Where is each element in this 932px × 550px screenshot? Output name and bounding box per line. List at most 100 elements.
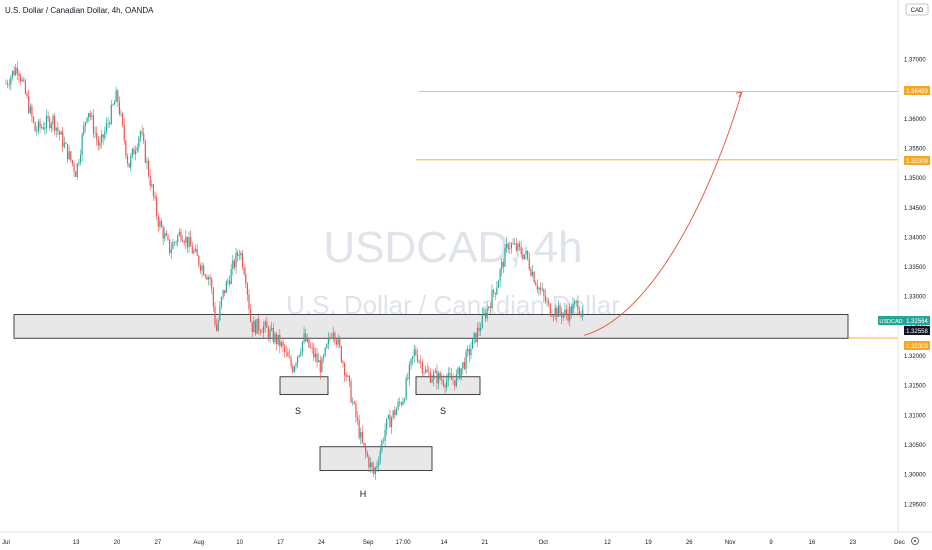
zone-box <box>13 314 849 339</box>
candle-body <box>373 467 375 475</box>
candle-body <box>262 326 265 333</box>
candle-body <box>70 151 72 161</box>
candle-body <box>199 265 201 271</box>
candle-body <box>219 306 221 321</box>
candle-body <box>379 450 381 462</box>
candle-body <box>209 277 211 280</box>
candle-body <box>489 306 491 309</box>
candle-body <box>446 380 448 388</box>
watermark-symbol: USDCAD, 4h <box>323 223 582 272</box>
candle-body <box>389 415 391 428</box>
candle-body <box>149 175 151 186</box>
candle-body <box>39 121 41 128</box>
candle-body <box>220 296 223 307</box>
candle-body <box>49 118 51 129</box>
price-tick-label: 1.30500 <box>904 443 926 449</box>
candle-body <box>290 358 292 367</box>
last-price-badge-text: 1.32564 <box>906 319 928 325</box>
candle-body <box>408 364 410 380</box>
candle-body <box>403 399 406 402</box>
candle-body <box>230 268 232 284</box>
candle-body <box>514 243 516 245</box>
candle-body <box>267 327 270 338</box>
candle-body <box>224 290 226 293</box>
candle-body <box>360 431 362 438</box>
time-tick-label: Nov <box>725 540 736 546</box>
zone-box <box>319 446 433 471</box>
currency-button[interactable]: CAD <box>905 3 929 16</box>
candle-body <box>10 77 12 85</box>
candle-body <box>390 417 393 428</box>
candle-body <box>352 401 354 403</box>
candle-body <box>527 250 529 259</box>
candle-body <box>439 372 441 380</box>
candle-body <box>455 374 457 387</box>
candle-body <box>125 140 127 156</box>
candle-body <box>62 131 64 147</box>
price-tick-label: 1.31500 <box>904 384 926 390</box>
candle-body <box>191 246 193 254</box>
candle-body <box>309 347 312 348</box>
candle-body <box>173 242 176 243</box>
candle-body <box>467 348 469 352</box>
price-tick-label: 1.33500 <box>904 265 926 271</box>
candle-body <box>60 131 62 135</box>
candle-body <box>31 106 33 117</box>
price-badges: 1.36459 1.35309 USDCAD 1.32564 1.32558 1… <box>878 86 930 350</box>
level-1-badge: 1.36459 <box>904 86 930 95</box>
candle-body <box>91 115 93 117</box>
candle-body <box>416 354 419 362</box>
candle-body <box>476 328 479 343</box>
candle-body <box>143 133 145 141</box>
time-tick-label: 24 <box>318 540 325 546</box>
candle-body <box>447 373 449 381</box>
settings-icon[interactable] <box>911 537 919 545</box>
candle-body <box>42 127 44 130</box>
candle-body <box>266 321 268 328</box>
candle-body <box>34 122 36 132</box>
candle-body <box>444 385 446 388</box>
candle-body <box>329 337 331 339</box>
candle-body <box>324 347 326 356</box>
candle-body <box>245 274 247 284</box>
candle-body <box>557 305 560 317</box>
candle-body <box>486 308 488 319</box>
candle-body <box>107 123 109 124</box>
candle-body <box>525 250 527 255</box>
candle-body <box>412 356 414 360</box>
candle-body <box>431 379 433 383</box>
candle-body <box>512 243 514 245</box>
candle-body <box>58 131 61 135</box>
candle-body <box>65 142 67 144</box>
candle-body <box>217 320 219 331</box>
candle-body <box>343 363 346 376</box>
pattern-labels: S H S <box>295 406 446 499</box>
candle-body <box>241 253 244 268</box>
candle-body <box>147 160 150 176</box>
candle-body <box>264 321 266 327</box>
candle-body <box>556 308 558 317</box>
candle-body <box>494 292 496 295</box>
candle-body <box>104 131 106 138</box>
candle-body <box>102 134 104 138</box>
candle-body <box>369 462 372 468</box>
watermark: USDCAD, 4h U.S. Dollar / Canadian Dollar <box>286 223 620 320</box>
candle-body <box>146 160 148 163</box>
candle-body <box>178 231 180 236</box>
candle-body <box>288 356 291 359</box>
price-tick-label: 1.31000 <box>904 413 926 419</box>
candle-body <box>365 445 367 453</box>
candle-body <box>100 134 103 143</box>
candle-body <box>358 420 360 438</box>
candle-body <box>84 122 86 126</box>
candle-body <box>559 305 561 313</box>
candle-body <box>73 164 75 172</box>
candle-body <box>28 96 30 113</box>
candle-body <box>279 334 281 347</box>
candle-body <box>582 310 584 317</box>
candle-body <box>415 349 417 355</box>
candle-body <box>16 67 18 73</box>
candle-body <box>157 216 159 227</box>
candle-body <box>130 156 132 168</box>
